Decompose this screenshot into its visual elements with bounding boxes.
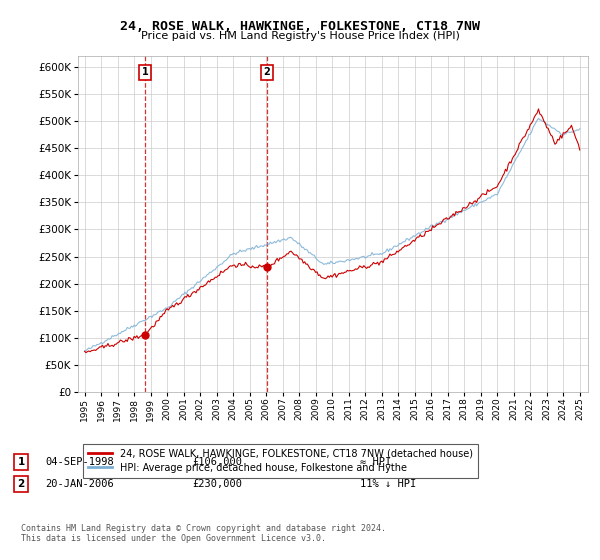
Text: ≈ HPI: ≈ HPI	[360, 457, 391, 467]
Text: Contains HM Land Registry data © Crown copyright and database right 2024.
This d: Contains HM Land Registry data © Crown c…	[21, 524, 386, 543]
Text: £230,000: £230,000	[192, 479, 242, 489]
Text: 2: 2	[263, 67, 271, 77]
Text: £106,000: £106,000	[192, 457, 242, 467]
Text: 24, ROSE WALK, HAWKINGE, FOLKESTONE, CT18 7NW: 24, ROSE WALK, HAWKINGE, FOLKESTONE, CT1…	[120, 20, 480, 32]
Text: 2: 2	[17, 479, 25, 489]
Legend: 24, ROSE WALK, HAWKINGE, FOLKESTONE, CT18 7NW (detached house), HPI: Average pri: 24, ROSE WALK, HAWKINGE, FOLKESTONE, CT1…	[83, 444, 478, 478]
Text: 20-JAN-2006: 20-JAN-2006	[45, 479, 114, 489]
Text: 11% ↓ HPI: 11% ↓ HPI	[360, 479, 416, 489]
Text: 1: 1	[142, 67, 149, 77]
Text: Price paid vs. HM Land Registry's House Price Index (HPI): Price paid vs. HM Land Registry's House …	[140, 31, 460, 41]
Text: 04-SEP-1998: 04-SEP-1998	[45, 457, 114, 467]
Text: 1: 1	[17, 457, 25, 467]
